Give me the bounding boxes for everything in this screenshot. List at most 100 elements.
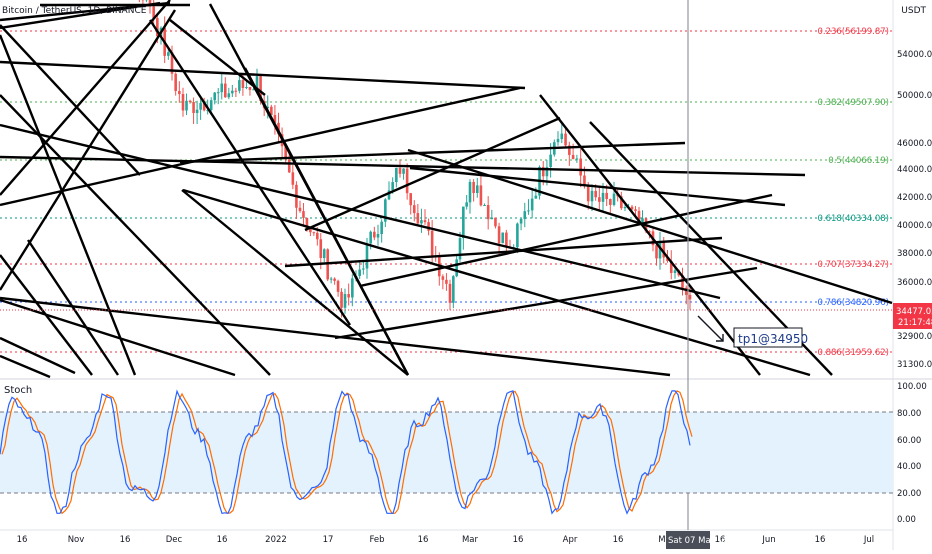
candle-body	[605, 193, 608, 199]
candle-body	[167, 52, 170, 56]
candle-body	[185, 101, 188, 111]
candle-body	[231, 91, 234, 94]
candle-body	[316, 233, 319, 239]
candle-body	[674, 270, 677, 273]
candle-body	[224, 84, 227, 98]
time-tick: 16	[613, 535, 624, 545]
candle-body	[249, 87, 252, 90]
candle-body	[476, 185, 479, 193]
candle-body	[483, 205, 486, 206]
candle-body	[591, 191, 594, 201]
price-pane[interactable]	[0, 0, 893, 378]
candle-body	[572, 155, 575, 159]
candle-body	[362, 268, 365, 269]
candle-body	[527, 210, 530, 211]
candle-body	[634, 209, 637, 211]
candle-body	[420, 220, 423, 223]
price-tick: 44000.00	[897, 165, 932, 175]
price-tick: 36000.00	[897, 278, 932, 288]
candle-body	[594, 191, 597, 197]
fib-level-label: 0.5(44066.19)	[828, 156, 889, 166]
time-tick: Jul	[863, 535, 874, 545]
candle-body	[369, 232, 372, 244]
candle-body	[452, 276, 455, 303]
candle-body	[469, 182, 472, 202]
candle-body	[238, 80, 241, 91]
time-tick: Nov	[68, 535, 85, 545]
candle-body	[399, 168, 402, 174]
time-tick: 16	[120, 535, 131, 545]
price-tick: 31300.00	[897, 360, 932, 370]
time-tick: 16	[815, 535, 826, 545]
candle-body	[442, 276, 445, 280]
tp-annotation-text: tp1@34950	[738, 332, 808, 346]
price-tick: 38000.00	[897, 249, 932, 259]
price-tick: 50000.00	[897, 91, 932, 101]
candle-body	[344, 294, 347, 308]
candle-body	[498, 226, 501, 243]
candle-body	[505, 233, 508, 247]
candle-body	[347, 294, 350, 297]
time-tick: 16	[418, 535, 429, 545]
candle-body	[319, 239, 322, 258]
cursor-time-label: Sat 07 May '22	[668, 536, 732, 546]
candle-body	[462, 207, 465, 238]
price-tick: 40000.00	[897, 221, 932, 231]
candle-body	[178, 91, 181, 94]
candle-body	[465, 202, 468, 206]
candle-body	[455, 259, 458, 276]
candle-body	[242, 80, 245, 88]
candle-body	[192, 102, 195, 113]
candle-body	[220, 84, 223, 93]
price-tick: 46000.00	[897, 139, 932, 149]
candle-body	[391, 182, 394, 190]
candle-body	[472, 182, 475, 193]
time-tick: 16	[217, 535, 228, 545]
candle-body	[494, 218, 497, 227]
time-tick: Apr	[563, 535, 578, 545]
candle-body	[409, 193, 412, 205]
candle-body	[445, 280, 448, 284]
candle-body	[413, 205, 416, 213]
stoch-tick: 80.00	[897, 409, 921, 419]
candle-body	[228, 93, 231, 97]
fib-level-label: 0.886(31959.62)	[817, 348, 889, 358]
price-tick: 42000.00	[897, 193, 932, 203]
candle-body	[501, 233, 504, 244]
price-tick: 54000.00	[897, 50, 932, 60]
candle-body	[380, 222, 383, 234]
candle-body	[373, 232, 376, 238]
candle-body	[323, 249, 326, 258]
currency-label[interactable]: USDT	[901, 6, 926, 16]
stoch-tick: 100.00	[897, 382, 927, 392]
candle-body	[579, 159, 582, 176]
candle-body	[395, 168, 398, 182]
candle-body	[431, 231, 434, 256]
stoch-tick: 0.00	[897, 515, 916, 525]
candle-body	[598, 197, 601, 202]
candle-body	[288, 159, 291, 172]
candle-body	[487, 205, 490, 219]
candle-body	[613, 194, 616, 205]
candle-body	[424, 220, 427, 222]
time-tick: 17	[323, 535, 334, 545]
stoch-tick: 20.00	[897, 489, 921, 499]
candle-body	[196, 110, 199, 113]
candle-body	[199, 103, 202, 110]
candle-body	[302, 211, 305, 218]
candle-body	[602, 193, 605, 202]
time-tick: 16	[17, 535, 28, 545]
time-tick: 16	[513, 535, 524, 545]
candle-body	[631, 207, 634, 210]
candle-body	[480, 185, 483, 205]
candle-body	[217, 92, 220, 93]
candle-body	[560, 134, 563, 139]
candle-body	[174, 74, 177, 91]
candle-body	[655, 245, 658, 258]
candle-body	[417, 213, 420, 223]
candle-body	[358, 270, 361, 276]
candle-body	[587, 186, 590, 201]
candle-body	[427, 222, 430, 231]
price-tick: 32900.00	[897, 332, 932, 342]
